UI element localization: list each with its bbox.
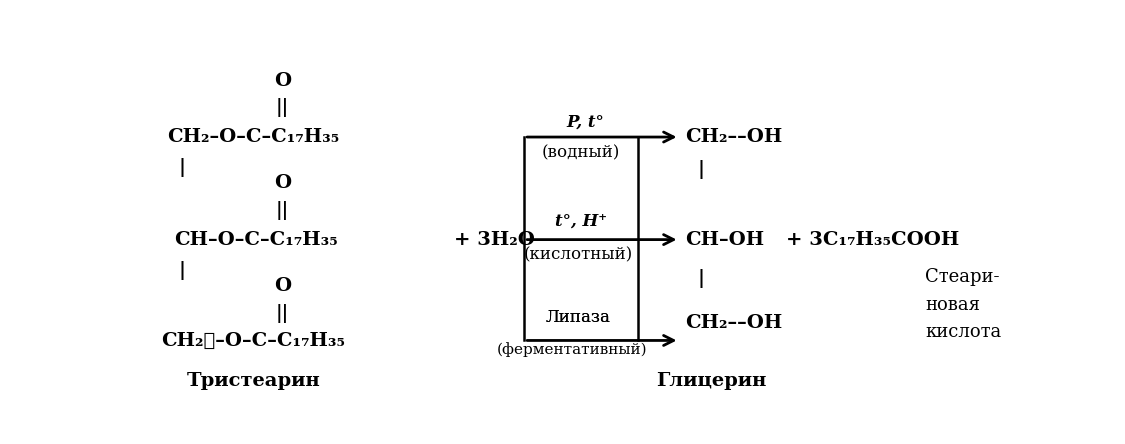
Text: Тристеарин: Тристеарин xyxy=(187,373,321,390)
Text: + 3C₁₇H₃₅COOH: + 3C₁₇H₃₅COOH xyxy=(785,230,958,249)
Text: ||: || xyxy=(276,304,289,323)
Text: (кислотный): (кислотный) xyxy=(523,246,633,263)
Text: O: O xyxy=(274,277,291,295)
Text: |: | xyxy=(178,261,186,280)
Text: новая: новая xyxy=(925,296,980,313)
Text: t°, H⁺: t°, H⁺ xyxy=(555,212,606,229)
Text: + 3H₂O: + 3H₂O xyxy=(455,230,536,249)
Text: ||: || xyxy=(276,201,289,220)
Text: Стеари-: Стеари- xyxy=(925,268,1000,286)
Text: (ферментативный): (ферментативный) xyxy=(497,343,648,357)
Text: P, t°: P, t° xyxy=(566,113,604,130)
Text: O: O xyxy=(274,71,291,90)
Text: O: O xyxy=(274,174,291,192)
Text: CH₂––OH: CH₂––OH xyxy=(685,314,783,333)
Text: CH₂⋯–O–C–C₁₇H₃₅: CH₂⋯–O–C–C₁₇H₃₅ xyxy=(161,332,344,350)
Text: |: | xyxy=(698,160,704,179)
Text: Липаза: Липаза xyxy=(546,309,611,326)
Text: CH–OH: CH–OH xyxy=(685,230,765,249)
Text: CH₂––OH: CH₂––OH xyxy=(685,128,783,146)
Text: Липаза: Липаза xyxy=(546,309,611,326)
Text: |: | xyxy=(178,159,186,177)
Text: CH₂–O–C–C₁₇H₃₅: CH₂–O–C–C₁₇H₃₅ xyxy=(166,128,339,146)
Text: ||: || xyxy=(276,99,289,118)
Text: |: | xyxy=(698,270,704,289)
Text: кислота: кислота xyxy=(925,323,1001,341)
Text: Глицерин: Глицерин xyxy=(657,373,767,390)
Text: (водный): (водный) xyxy=(542,144,620,161)
Text: CH–O–C–C₁₇H₃₅: CH–O–C–C₁₇H₃₅ xyxy=(173,230,338,249)
